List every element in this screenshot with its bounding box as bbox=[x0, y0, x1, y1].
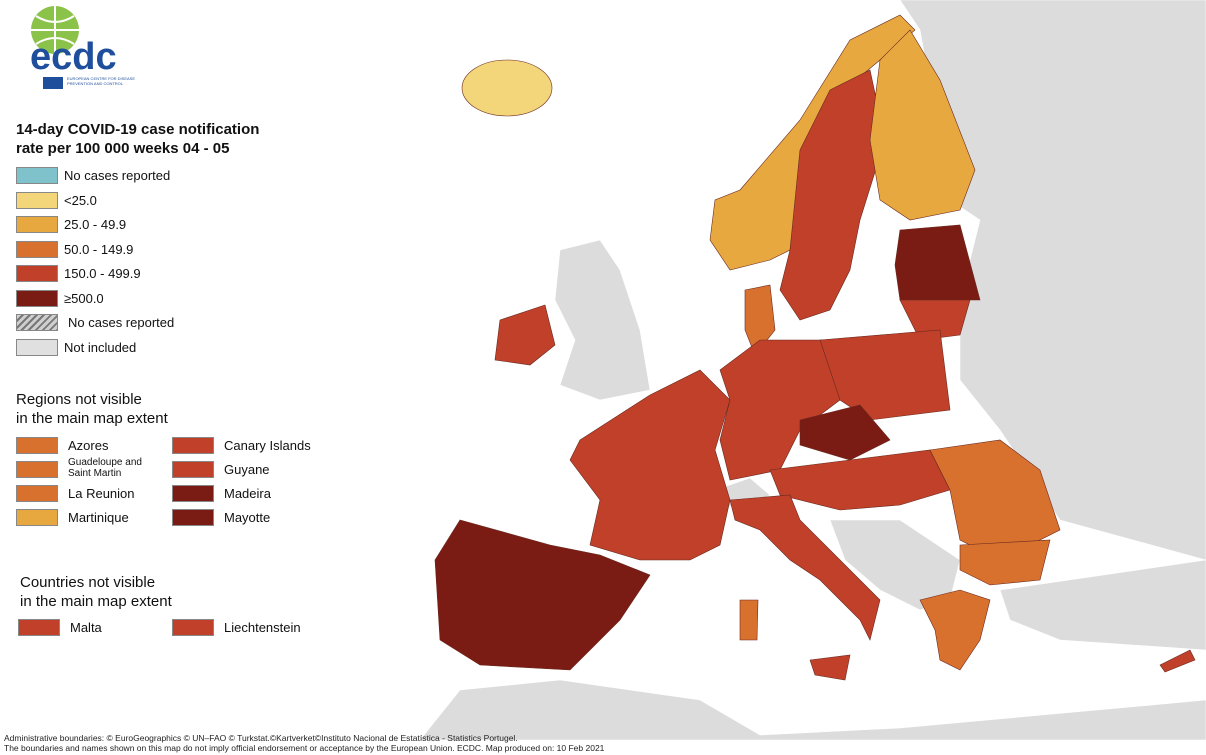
greece bbox=[919, 589, 991, 671]
france bbox=[569, 369, 731, 561]
finland bbox=[869, 29, 976, 221]
region-label: Mayotte bbox=[224, 510, 271, 525]
region-label: Guyane bbox=[224, 462, 270, 477]
czechia bbox=[799, 404, 891, 461]
region-label: Canary Islands bbox=[224, 438, 311, 453]
legend-label: ≥500.0 bbox=[64, 290, 104, 306]
legend-swatch bbox=[172, 461, 214, 478]
footer: Administrative boundaries: © EuroGeograp… bbox=[4, 733, 604, 753]
logo-grid bbox=[31, 6, 79, 54]
country-label: Malta bbox=[70, 620, 102, 635]
footer-line: The boundaries and names shown on this m… bbox=[4, 743, 605, 753]
legend-swatch bbox=[18, 619, 60, 636]
region-label: La Reunion bbox=[68, 486, 135, 501]
eu-flag bbox=[43, 77, 63, 89]
legend-swatch bbox=[172, 619, 214, 636]
legend-label: No cases reported bbox=[64, 168, 171, 183]
countries-title: in the main map extent bbox=[20, 593, 172, 610]
ireland bbox=[494, 304, 556, 366]
legend-label: No cases reported bbox=[68, 315, 175, 330]
countries-title: Countries not visible bbox=[20, 574, 156, 591]
iceland bbox=[461, 59, 553, 117]
italy bbox=[729, 494, 881, 641]
region-label: Martinique bbox=[68, 510, 129, 525]
legend-swatch bbox=[16, 485, 58, 502]
region-label: Guadeloupe and Saint Martin bbox=[68, 457, 142, 479]
sardinia bbox=[739, 599, 759, 641]
legend-label: 150.0 - 499.9 bbox=[64, 266, 141, 281]
legend-swatch bbox=[172, 509, 214, 526]
legend-swatch bbox=[16, 314, 58, 331]
legend-swatch bbox=[16, 437, 58, 454]
legend-label: 25.0 - 49.9 bbox=[64, 217, 127, 232]
footer-line: Administrative boundaries: © EuroGeograp… bbox=[4, 733, 518, 743]
legend-swatch bbox=[16, 265, 58, 282]
poland bbox=[819, 329, 951, 421]
region-label: Madeira bbox=[224, 486, 271, 501]
logo-subtitle: EUROPEAN CENTRE FOR DISEASE PREVENTION A… bbox=[67, 76, 136, 86]
lithuania bbox=[899, 299, 971, 341]
uk bbox=[554, 239, 651, 401]
bulgaria bbox=[959, 539, 1051, 586]
regions-title: Regions not visible bbox=[16, 391, 142, 408]
austria-hungary bbox=[769, 449, 951, 511]
regions-title: in the main map extent bbox=[16, 410, 168, 427]
sweden bbox=[779, 69, 886, 321]
legend-swatch bbox=[172, 437, 214, 454]
legend-swatch bbox=[172, 485, 214, 502]
legend-title: 14-day COVID-19 case notification bbox=[16, 121, 260, 138]
germany bbox=[719, 339, 841, 481]
legend-label: Not included bbox=[64, 339, 137, 355]
legend-title: rate per 100 000 weeks 04 - 05 bbox=[16, 140, 230, 157]
iberia bbox=[434, 519, 651, 671]
country-label: Liechtenstein bbox=[224, 620, 301, 635]
logo-name: ecdc bbox=[30, 36, 117, 78]
sicily bbox=[809, 654, 851, 681]
legend-label: 50.0 - 149.9 bbox=[64, 241, 134, 257]
turkey bbox=[999, 559, 1206, 651]
region-label: Azores bbox=[68, 438, 109, 453]
legend-swatch bbox=[16, 509, 58, 526]
legend-swatch bbox=[16, 338, 58, 356]
legend-swatch bbox=[16, 289, 58, 307]
latvia-estonia bbox=[894, 224, 981, 301]
legend-swatch bbox=[16, 461, 58, 478]
legend-swatch bbox=[16, 191, 58, 209]
cyprus bbox=[1159, 649, 1196, 673]
legend-label: <25.0 bbox=[64, 192, 97, 208]
legend-swatch bbox=[16, 216, 58, 233]
legend-swatch bbox=[16, 167, 58, 184]
africa bbox=[419, 679, 1206, 741]
legend-swatch bbox=[16, 240, 58, 258]
